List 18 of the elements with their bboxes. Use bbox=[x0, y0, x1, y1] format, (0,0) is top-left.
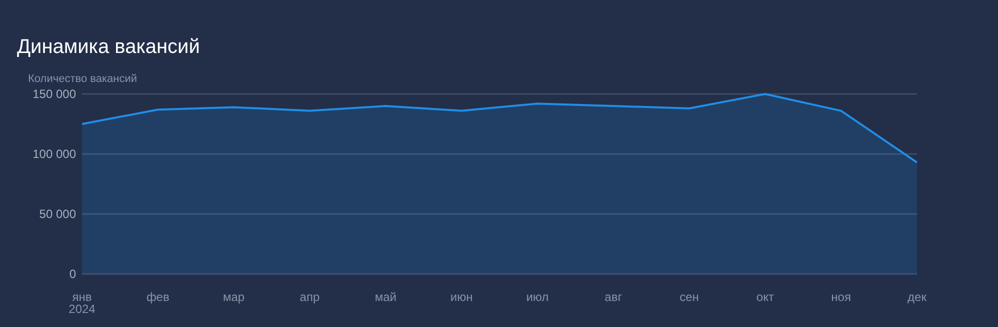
x-tick-label: апр bbox=[300, 290, 320, 304]
y-tick-label: 0 bbox=[69, 267, 76, 281]
x-tick-label: окт bbox=[756, 290, 774, 304]
y-tick-label: 150 000 bbox=[32, 87, 76, 101]
chart-title: Динамика вакансий bbox=[17, 36, 200, 58]
y-axis-title: Количество вакансий bbox=[28, 73, 138, 85]
x-tick-label: мар bbox=[223, 290, 245, 304]
x-tick-label: авг bbox=[604, 290, 623, 304]
x-tick-label: ноя bbox=[831, 290, 851, 304]
x-tick-label: июл bbox=[526, 290, 549, 304]
y-tick-label: 50 000 bbox=[39, 207, 76, 221]
x-tick-label: июн bbox=[450, 290, 473, 304]
x-tick-label: дек bbox=[908, 290, 928, 304]
x-tick-label: фев bbox=[146, 290, 170, 304]
y-tick-label: 100 000 bbox=[32, 147, 76, 161]
x-tick-label: янв 2024 bbox=[68, 290, 96, 316]
x-tick-label: май bbox=[374, 290, 396, 304]
x-tick-label: сен bbox=[680, 290, 699, 304]
